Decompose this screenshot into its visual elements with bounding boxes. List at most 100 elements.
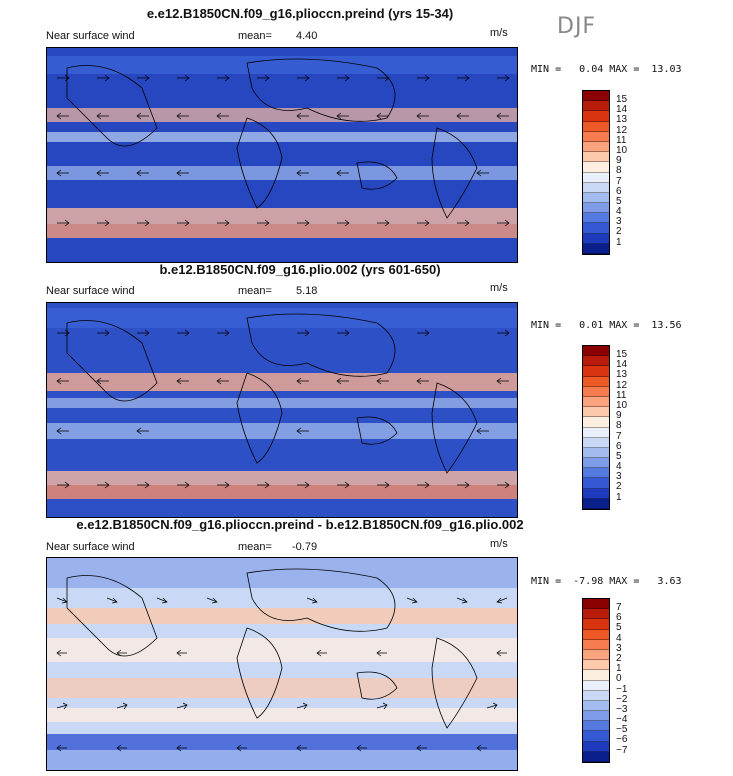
- colorbar-tick-label: 1: [616, 491, 622, 503]
- colorbar-swatch: [583, 91, 609, 102]
- colorbar-swatch: [583, 711, 609, 722]
- colorbar-swatch: [583, 609, 609, 620]
- panel-2-map: [46, 302, 518, 518]
- colorbar-tick-label: 12: [616, 379, 628, 391]
- colorbar-tick-label: −6: [616, 734, 628, 746]
- colorbar-tick-label: 6: [616, 440, 622, 452]
- colorbar-tick-label: −3: [616, 703, 628, 715]
- colorbar-swatch: [583, 660, 609, 671]
- colorbar-tick-label: −4: [616, 714, 628, 726]
- colorbar-tick-label: 5: [616, 450, 622, 462]
- colorbar-tick-label: 8: [616, 165, 622, 177]
- colorbar-tick-label: 15: [616, 94, 628, 105]
- panel-1-mean-value: 4.40: [296, 30, 318, 42]
- panel-3-variable: Near surface wind: [46, 541, 135, 553]
- colorbar-swatch: [583, 111, 609, 122]
- colorbar-swatch: [583, 203, 609, 214]
- colorbar-tick-label: 12: [616, 124, 628, 136]
- panel-2-minmax: MIN = 0.01 MAX = 13.56: [531, 320, 682, 331]
- colorbar-swatch: [583, 478, 609, 489]
- colorbar-tick-label: 5: [616, 622, 622, 634]
- colorbar-tick-label: 14: [616, 359, 628, 371]
- colorbar-tick-label: 1: [616, 663, 622, 675]
- colorbar-swatch: [583, 700, 609, 712]
- panel-1-colorbar: [582, 90, 610, 255]
- panel-1-colorbar-labels: 15 14 13 12 11 10 9 8 7 6 5 4 3 2 1: [616, 94, 628, 248]
- panel-2-variable: Near surface wind: [46, 285, 135, 297]
- panel-1-variable: Near surface wind: [46, 30, 135, 42]
- colorbar-tick-label: 4: [616, 461, 622, 473]
- colorbar-swatch: [583, 690, 609, 701]
- colorbar-tick-label: 14: [616, 104, 628, 116]
- panel-3-minmax: MIN = -7.98 MAX = 3.63: [531, 576, 682, 587]
- panel-2-colorbar: [582, 345, 610, 510]
- colorbar-tick-label: 15: [616, 349, 628, 360]
- colorbar-swatch: [583, 172, 609, 183]
- colorbar-tick-label: 10: [616, 144, 628, 156]
- colorbar-swatch: [583, 417, 609, 428]
- colorbar-tick-label: 7: [616, 430, 622, 442]
- panel-3-mean-label: mean=: [238, 541, 272, 553]
- colorbar-swatch: [583, 447, 609, 459]
- panel-2-mean-label: mean=: [238, 285, 272, 297]
- colorbar-swatch: [583, 121, 609, 132]
- colorbar-tick-label: 2: [616, 481, 622, 493]
- colorbar-swatch: [583, 629, 609, 640]
- colorbar-tick-label: 8: [616, 420, 622, 432]
- colorbar-swatch: [583, 680, 609, 691]
- colorbar-tick-label: 6: [616, 185, 622, 197]
- panel-2-mean-value: 5.18: [296, 285, 318, 297]
- colorbar-swatch: [583, 243, 609, 254]
- colorbar-swatch: [583, 731, 609, 742]
- panel-1-units: m/s: [490, 27, 508, 39]
- panel-3-units: m/s: [490, 538, 508, 550]
- colorbar-tick-label: 11: [616, 134, 627, 146]
- colorbar-tick-label: 11: [616, 389, 627, 401]
- colorbar-tick-label: 4: [616, 632, 622, 644]
- colorbar-swatch: [583, 427, 609, 438]
- colorbar-swatch: [583, 356, 609, 367]
- colorbar-tick-label: 0: [616, 673, 622, 685]
- colorbar-tick-label: −1: [616, 683, 628, 695]
- panel-2-wind-field: [47, 303, 517, 517]
- colorbar-swatch: [583, 619, 609, 630]
- season-label: DJF: [557, 14, 597, 39]
- colorbar-tick-label: 5: [616, 195, 622, 207]
- colorbar-swatch: [583, 649, 609, 661]
- colorbar-swatch: [583, 488, 609, 499]
- colorbar-swatch: [583, 233, 609, 244]
- panel-3-map: [46, 557, 518, 771]
- panel-1-mean-label: mean=: [238, 30, 272, 42]
- panel-1-map: [46, 47, 518, 263]
- colorbar-swatch: [583, 162, 609, 173]
- colorbar-swatch: [583, 670, 609, 681]
- panel-1-title: e.e12.B1850CN.f09_g16.plioccn.preind (yr…: [146, 6, 454, 21]
- panel-2-colorbar-labels: 15 14 13 12 11 10 9 8 7 6 5 4 3 2 1: [616, 349, 628, 503]
- colorbar-swatch: [583, 192, 609, 204]
- panel-2-title: b.e12.B1850CN.f09_g16.plio.002 (yrs 601-…: [159, 262, 441, 277]
- colorbar-swatch: [583, 599, 609, 610]
- colorbar-swatch: [583, 396, 609, 408]
- colorbar-tick-label: −2: [616, 693, 628, 705]
- colorbar-tick-label: 1: [616, 236, 622, 248]
- colorbar-tick-label: 2: [616, 652, 622, 664]
- panel-3-colorbar: [582, 598, 610, 763]
- panel-1-minmax: MIN = 0.04 MAX = 13.03: [531, 64, 682, 75]
- colorbar-tick-label: −7: [616, 744, 628, 756]
- colorbar-swatch: [583, 437, 609, 448]
- colorbar-tick-label: 2: [616, 226, 622, 238]
- colorbar-swatch: [583, 721, 609, 732]
- colorbar-swatch: [583, 468, 609, 479]
- colorbar-swatch: [583, 458, 609, 469]
- colorbar-swatch: [583, 498, 609, 509]
- colorbar-swatch: [583, 741, 609, 752]
- colorbar-swatch: [583, 152, 609, 163]
- colorbar-tick-label: 9: [616, 410, 622, 422]
- colorbar-swatch: [583, 141, 609, 153]
- colorbar-tick-label: 13: [616, 369, 628, 381]
- colorbar-swatch: [583, 346, 609, 357]
- panel-3-mean-value: -0.79: [292, 541, 318, 553]
- colorbar-tick-label: 13: [616, 114, 628, 126]
- colorbar-swatch: [583, 751, 609, 762]
- colorbar-tick-label: 7: [616, 602, 622, 613]
